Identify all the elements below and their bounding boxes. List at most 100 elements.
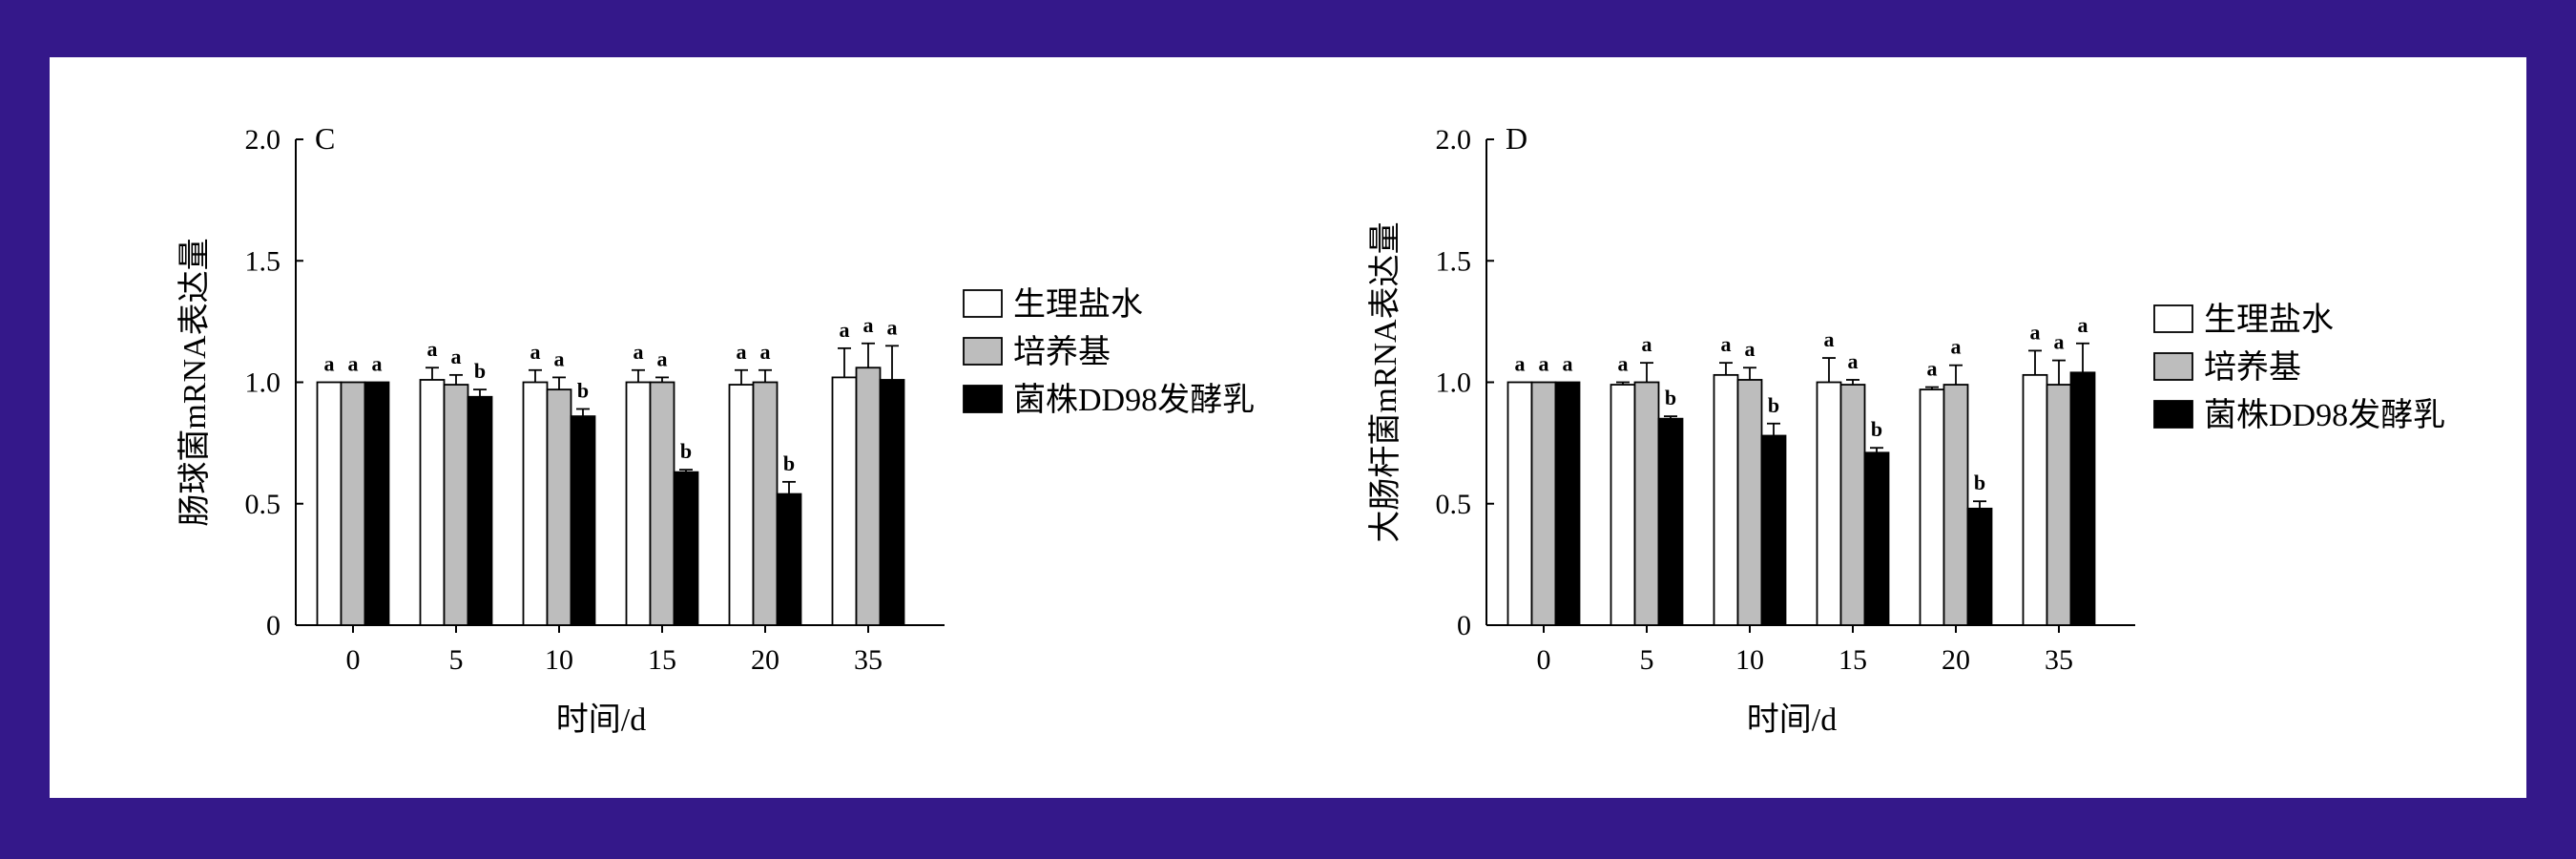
legend-swatch (2153, 304, 2193, 333)
significance-letter: b (1665, 386, 1676, 409)
legend-swatch (2153, 400, 2193, 429)
legend-label: 生理盐水 (1013, 286, 1143, 323)
bar (2069, 371, 2096, 626)
bar (776, 492, 802, 626)
significance-letter: b (783, 451, 795, 475)
significance-letter: a (887, 315, 898, 339)
bar (2046, 384, 2072, 626)
significance-letter: a (372, 352, 383, 376)
x-tick-label: 15 (648, 644, 676, 676)
y-tick-label: 0 (1457, 610, 1471, 641)
significance-letter: a (634, 340, 644, 364)
significance-letter: a (1951, 335, 1962, 359)
legend-label: 培养基 (1013, 334, 1111, 370)
significance-letter: a (657, 346, 668, 370)
x-tick-label: 35 (2045, 644, 2073, 676)
y-tick-label: 1.5 (245, 245, 281, 277)
y-tick-label: 0 (266, 610, 280, 641)
x-tick-label: 10 (545, 644, 573, 676)
significance-letter: a (1745, 337, 1755, 361)
bar (673, 471, 699, 626)
y-tick-label: 1.0 (1436, 367, 1472, 399)
bar (1839, 384, 1866, 626)
bar (1863, 451, 1890, 626)
significance-letter: a (530, 340, 541, 364)
y-tick-label: 1.0 (245, 367, 281, 399)
x-tick-label: 0 (1537, 644, 1551, 676)
bar (1633, 381, 1660, 626)
significance-letter: a (451, 345, 462, 368)
panel-label: D (1506, 121, 1527, 156)
bar (340, 381, 366, 626)
bar (522, 381, 549, 626)
significance-letter: b (1974, 471, 1985, 494)
bar (1554, 381, 1581, 626)
bar (1966, 507, 1993, 626)
significance-letter: b (474, 359, 486, 383)
x-tick-label: 5 (1640, 644, 1654, 676)
y-tick-label: 2.0 (245, 124, 281, 156)
bar (443, 384, 469, 626)
legend-label: 生理盐水 (2204, 302, 2334, 338)
significance-letter: b (680, 439, 692, 463)
bar (1736, 379, 1763, 626)
x-tick-label: 35 (854, 644, 883, 676)
bar (1816, 381, 1842, 626)
significance-letter: a (840, 318, 850, 342)
bar (2022, 373, 2048, 626)
significance-letter: a (760, 340, 771, 364)
legend-swatch (963, 337, 1003, 366)
legend-label: 培养基 (2204, 349, 2301, 386)
significance-letter: a (1848, 349, 1859, 373)
x-tick-label: 20 (1942, 644, 1970, 676)
significance-letter: a (1539, 352, 1549, 376)
x-tick-label: 10 (1735, 644, 1764, 676)
significance-letter: a (1618, 352, 1629, 376)
significance-letter: b (1768, 393, 1779, 417)
significance-letter: a (554, 346, 565, 370)
bar (467, 395, 493, 626)
x-axis-label: 时间/d (1747, 702, 1837, 738)
significance-letter: a (1927, 357, 1938, 381)
bar (1610, 384, 1636, 626)
significance-letter: a (427, 337, 438, 361)
bar (649, 381, 675, 626)
bar (1713, 373, 1739, 626)
significance-letter: a (863, 313, 874, 337)
significance-letter: a (1515, 352, 1526, 376)
bar (1530, 381, 1557, 626)
y-tick-label: 2.0 (1436, 124, 1472, 156)
bar (316, 381, 343, 626)
bar (570, 415, 596, 626)
y-tick-label: 0.5 (1436, 489, 1472, 520)
bar (831, 376, 858, 626)
legend-label: 菌株DD98发酵乳 (1013, 382, 1255, 418)
bar (1657, 417, 1684, 626)
x-tick-label: 20 (751, 644, 779, 676)
bar (855, 367, 882, 626)
legend-swatch (2153, 352, 2193, 381)
significance-letter: a (324, 352, 335, 376)
bar (625, 381, 652, 626)
significance-letter: b (1871, 417, 1882, 441)
legend-label: 菌株DD98发酵乳 (2204, 397, 2445, 433)
bar (879, 379, 905, 626)
significance-letter: a (737, 340, 747, 364)
x-tick-label: 5 (449, 644, 464, 676)
y-axis-label: 肠球菌mRNA表达量 (177, 238, 213, 526)
x-tick-label: 15 (1839, 644, 1867, 676)
significance-letter: a (348, 352, 359, 376)
bar (419, 379, 446, 626)
bar (1506, 381, 1533, 626)
figure-frame: 0 0.5 1.0 1.5 2.0 C 肠球菌mRNA表达量 0 a a a 5 a a b 10 a a b 15 a… (50, 57, 2526, 798)
x-tick-label: 0 (346, 644, 361, 676)
panel-label: C (315, 121, 335, 156)
bar (364, 381, 390, 626)
y-axis-label: 大肠杆菌mRNA表达量 (1367, 221, 1403, 542)
significance-letter: b (577, 378, 589, 402)
significance-letter: a (1824, 327, 1835, 351)
legend-swatch (963, 385, 1003, 413)
